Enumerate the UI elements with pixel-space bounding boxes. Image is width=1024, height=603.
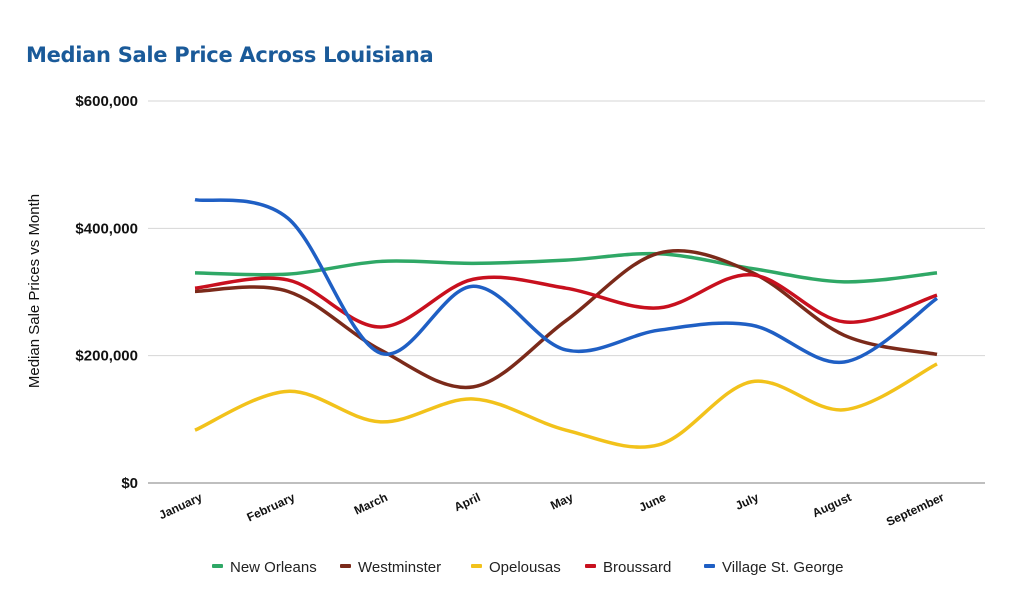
chart-title: Median Sale Price Across Louisiana — [26, 43, 434, 67]
x-tick-label: June — [637, 490, 669, 515]
gridlines — [148, 100, 985, 357]
series-line-opelousas — [194, 362, 938, 449]
x-tick-label: July — [733, 490, 761, 513]
legend-swatch — [585, 564, 596, 568]
y-tick-label: $400,000 — [75, 220, 138, 237]
legend-label: Broussard — [603, 559, 671, 576]
x-tick-label: January — [157, 490, 205, 522]
series-lines — [194, 197, 939, 449]
x-tick-label: May — [548, 490, 575, 513]
y-axis-label: Median Sale Prices vs Month — [26, 194, 43, 388]
series-line-westminster — [194, 248, 938, 390]
y-tick-label: $200,000 — [75, 348, 138, 365]
legend-swatch — [471, 564, 482, 568]
legend: New Orleans Westminster Opelousas Broussard… — [212, 559, 843, 576]
series-line-new-orleans — [194, 251, 938, 284]
y-axis-ticks: $0 $200,000 $400,000 $600,000 — [75, 93, 138, 492]
y-tick-label: $0 — [121, 475, 138, 492]
legend-swatch — [704, 564, 715, 568]
legend-swatch — [212, 564, 223, 568]
x-tick-label: March — [352, 490, 390, 518]
legend-label: Village St. George — [722, 559, 843, 576]
y-tick-label: $600,000 — [75, 93, 138, 110]
legend-label: Westminster — [358, 559, 441, 576]
series-line-village-st-george — [194, 197, 939, 365]
legend-label: Opelousas — [489, 559, 561, 576]
x-tick-label: August — [810, 490, 853, 520]
series-line-broussard — [194, 273, 938, 329]
x-tick-label: April — [452, 490, 483, 514]
legend-label: New Orleans — [230, 559, 317, 576]
x-tick-label: September — [884, 490, 946, 529]
legend-swatch — [340, 564, 351, 568]
x-tick-label: February — [245, 490, 298, 525]
x-axis-ticks: January February March April May June July Augu… — [157, 490, 947, 529]
